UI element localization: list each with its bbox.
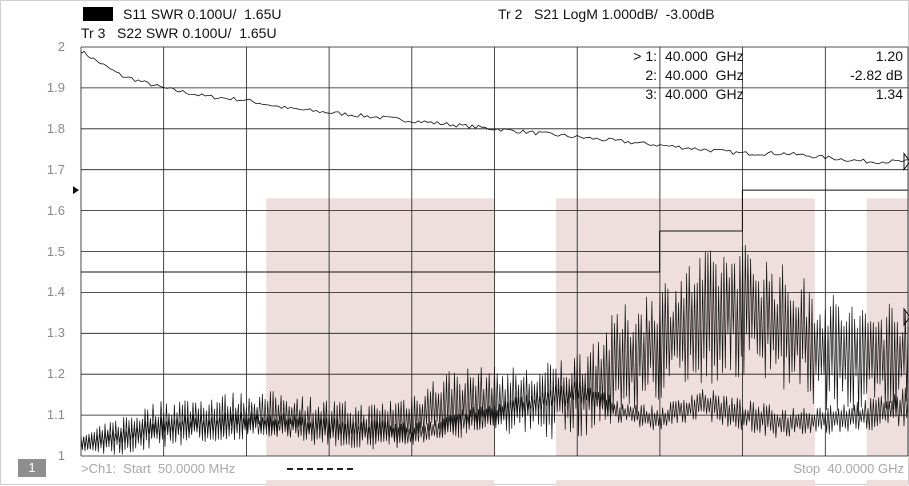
trace-3-label: Tr 3 S22 SWR 0.100U/ 1.65U bbox=[81, 25, 277, 41]
marker-2-value: -2.82 dB bbox=[850, 67, 903, 83]
y-tick-label: 1.7 bbox=[46, 161, 65, 177]
marker-1-freq: 40.000 GHz bbox=[665, 48, 744, 64]
marker-2-freq: 40.000 GHz bbox=[665, 67, 744, 83]
y-tick-label: 1.2 bbox=[46, 366, 65, 382]
y-tick-label: 1.1 bbox=[46, 407, 65, 423]
marker-1-icon bbox=[903, 152, 909, 172]
reference-marker-icon bbox=[73, 186, 79, 195]
marker-3-icon bbox=[903, 307, 909, 327]
marker-1-value: 1.20 bbox=[875, 48, 903, 64]
trace-1-swatch bbox=[83, 7, 113, 21]
y-tick-label: 2 bbox=[57, 39, 65, 54]
y-tick-label: 1 bbox=[57, 448, 65, 463]
marker-3-freq: 40.000 GHz bbox=[665, 86, 744, 102]
y-tick-label: 1.3 bbox=[46, 325, 65, 341]
marker-3-value: 1.34 bbox=[875, 86, 903, 102]
trace-2-label: Tr 2 S21 LogM 1.000dB/ -3.00dB bbox=[498, 6, 715, 22]
marker-1-id: > 1: bbox=[633, 48, 657, 64]
marker-3-id: 3: bbox=[645, 86, 657, 102]
trace-style-dash-icon bbox=[287, 468, 353, 470]
sweep-start-label: >Ch1: Start 50.0000 MHz bbox=[81, 461, 236, 476]
y-tick-label: 1.4 bbox=[46, 284, 65, 300]
y-tick-label: 1.5 bbox=[46, 243, 65, 259]
trace-s21-lower bbox=[80, 379, 909, 452]
bottom-mask-bar-1 bbox=[266, 480, 494, 486]
bottom-mask-bars bbox=[266, 480, 908, 486]
channel-badge[interactable]: 1 bbox=[18, 459, 46, 477]
trace-s11 bbox=[80, 50, 909, 164]
sweep-stop-label: Stop 40.0000 GHz bbox=[793, 461, 904, 476]
y-tick-label: 1.6 bbox=[46, 202, 65, 218]
marker-2-id: 2: bbox=[645, 67, 657, 83]
bottom-mask-bar-3 bbox=[866, 480, 908, 486]
bottom-mask-bar-2 bbox=[556, 480, 815, 486]
trace-1-label: S11 SWR 0.100U/ 1.65U bbox=[123, 6, 282, 22]
y-tick-label: 1.8 bbox=[46, 120, 65, 136]
y-tick-label: 1.9 bbox=[46, 79, 65, 95]
